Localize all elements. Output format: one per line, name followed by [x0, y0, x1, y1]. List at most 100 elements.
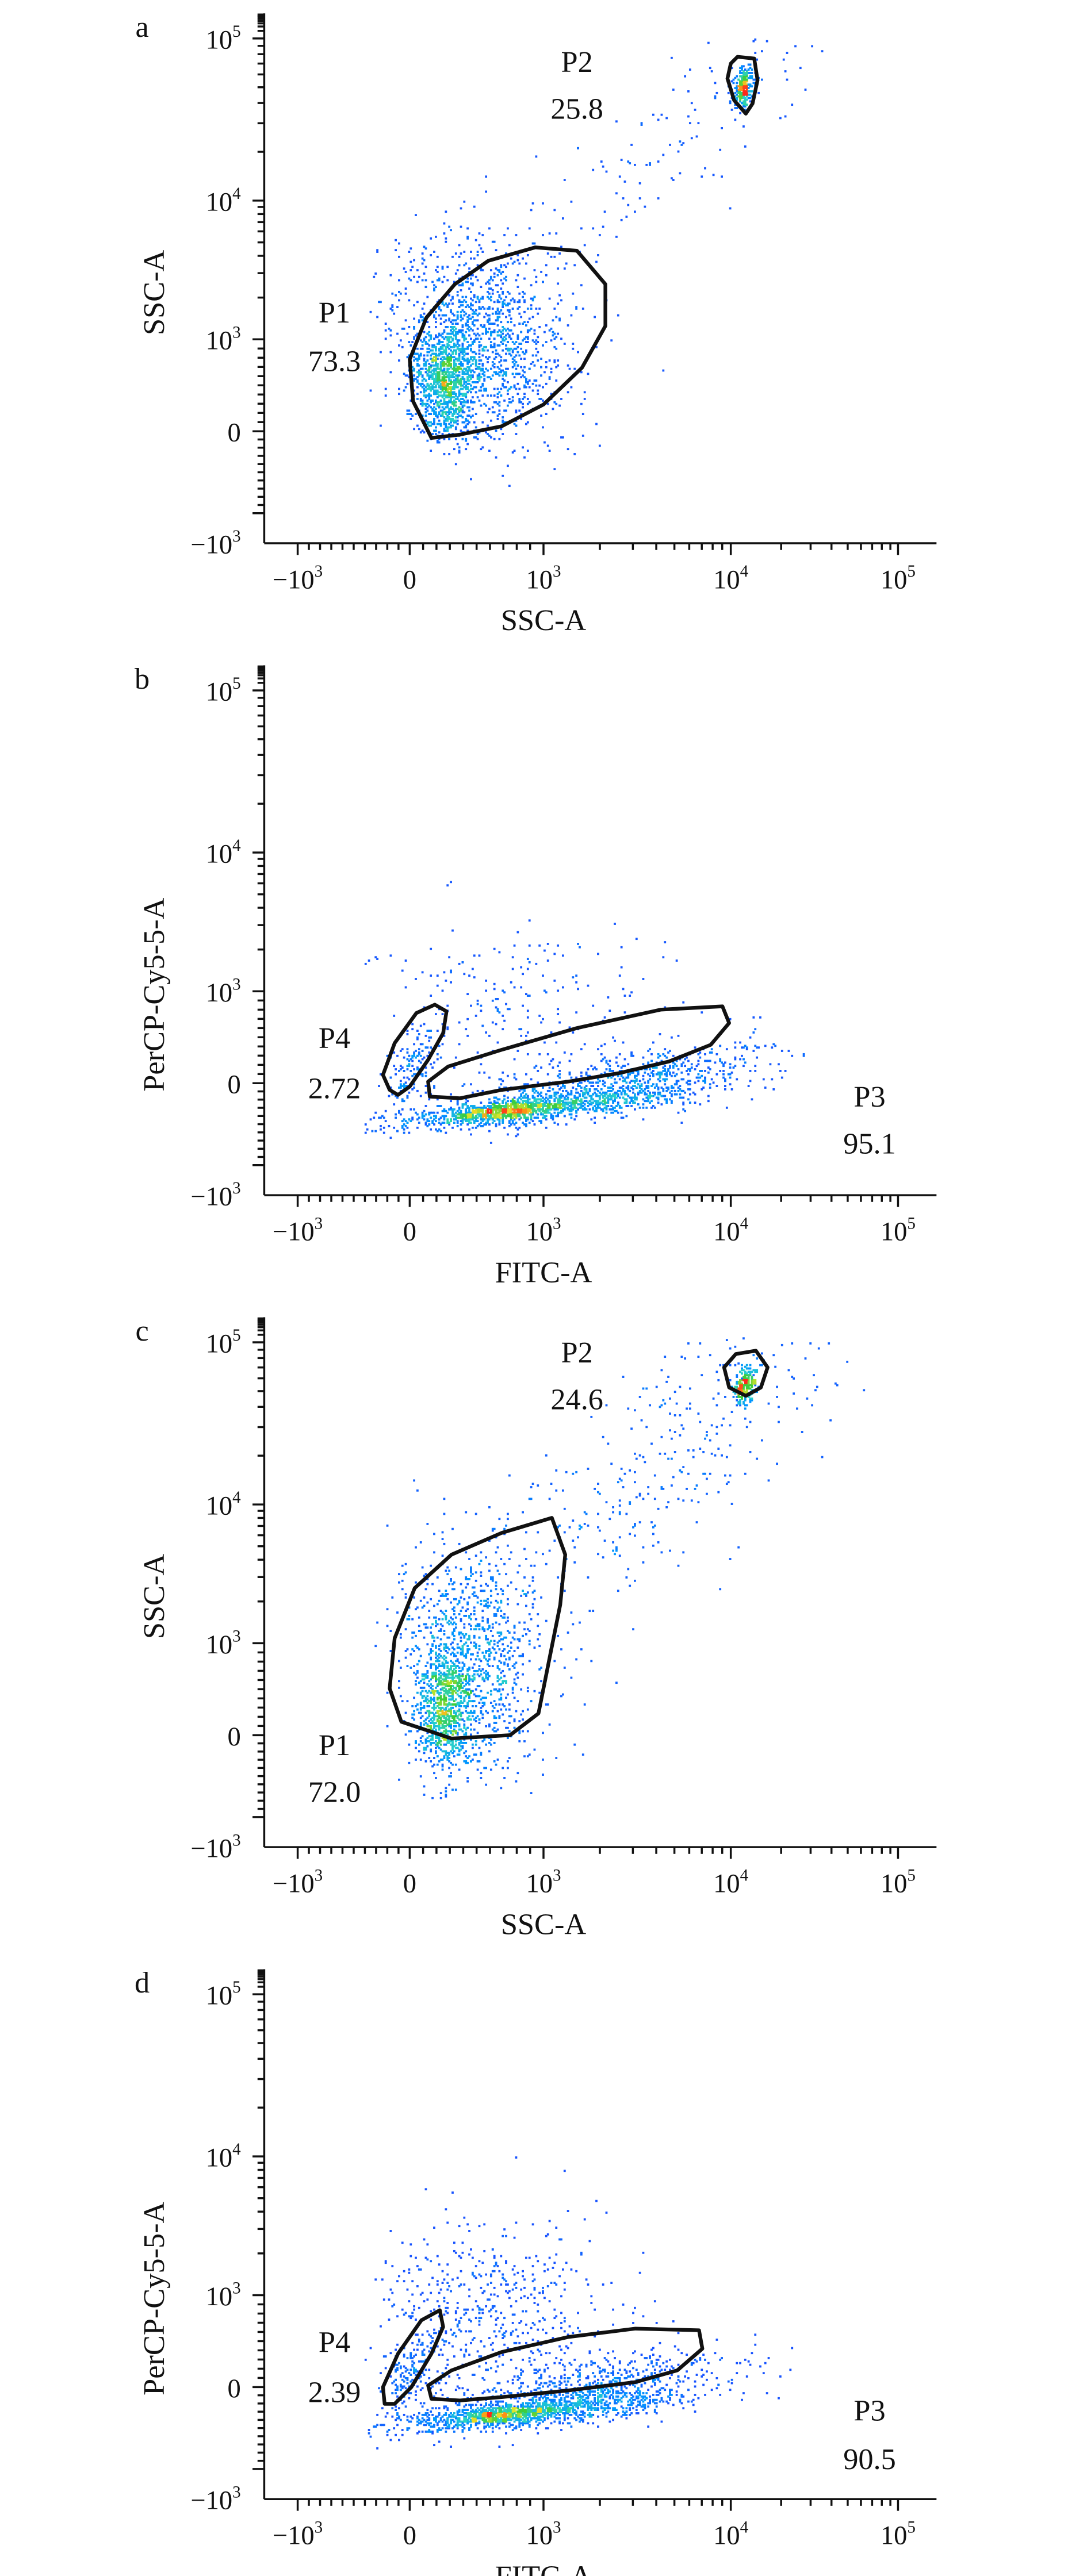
event-point — [507, 1115, 509, 1118]
event-point — [745, 1048, 748, 1051]
event-point — [742, 100, 745, 103]
event-point — [485, 1122, 488, 1124]
event-point — [701, 1074, 703, 1077]
event-point — [439, 1130, 442, 1132]
event-point — [747, 76, 750, 79]
event-point — [471, 401, 474, 404]
event-point — [480, 1101, 483, 1104]
event-point — [516, 1100, 519, 1103]
event-point — [561, 1110, 564, 1112]
event-point — [502, 1120, 504, 1123]
event-point — [453, 411, 456, 414]
event-point — [734, 103, 737, 106]
event-point — [451, 295, 454, 298]
event-point — [430, 358, 432, 360]
event-point — [428, 1098, 431, 1101]
event-point — [445, 1131, 447, 1134]
event-point — [488, 1116, 491, 1119]
event-point — [454, 351, 457, 354]
event-point — [749, 90, 752, 93]
event-point — [448, 387, 451, 390]
event-point — [465, 323, 468, 325]
event-point — [653, 1106, 656, 1109]
event-point — [618, 1089, 621, 1092]
event-point — [520, 1105, 523, 1107]
event-point — [557, 332, 560, 335]
event-point — [594, 1105, 596, 1107]
event-point — [736, 90, 738, 93]
event-point — [592, 1098, 595, 1101]
event-point — [537, 1116, 539, 1119]
event-point — [466, 319, 469, 322]
event-point — [441, 409, 444, 412]
event-point — [468, 1120, 470, 1123]
event-point — [454, 332, 457, 335]
event-point — [786, 52, 789, 54]
event-point — [443, 337, 446, 340]
event-point — [471, 341, 474, 343]
event-point — [441, 344, 444, 347]
event-point — [373, 275, 376, 278]
event-point — [489, 331, 492, 333]
event-point — [470, 1105, 472, 1107]
event-point — [749, 76, 752, 79]
event-point — [493, 411, 496, 414]
event-point — [553, 209, 556, 212]
event-point — [446, 417, 449, 420]
event-point — [516, 373, 519, 375]
event-point — [443, 386, 446, 389]
event-point — [419, 371, 422, 374]
event-point — [454, 411, 457, 414]
event-point — [510, 1108, 512, 1111]
event-point — [481, 1113, 484, 1116]
event-point — [498, 374, 501, 377]
event-point — [507, 321, 509, 324]
event-point — [470, 371, 472, 374]
event-point — [478, 232, 481, 235]
event-point — [535, 275, 538, 278]
event-point — [451, 391, 454, 394]
event-point — [468, 367, 470, 370]
event-point — [453, 421, 456, 424]
event-point — [435, 391, 437, 394]
event-point — [505, 344, 507, 347]
event-point — [659, 1091, 661, 1094]
event-point — [378, 301, 380, 304]
event-point — [454, 382, 457, 385]
event-point — [428, 386, 431, 389]
event-point — [478, 399, 481, 402]
event-point — [523, 1111, 526, 1114]
event-point — [463, 358, 466, 360]
event-point — [511, 308, 514, 310]
event-point — [456, 1124, 459, 1127]
event-point — [481, 295, 484, 298]
event-point — [744, 97, 747, 99]
event-point — [614, 1078, 616, 1081]
event-point — [741, 95, 743, 98]
event-point — [439, 391, 442, 394]
event-point — [478, 334, 481, 337]
event-point — [542, 202, 544, 205]
event-point — [443, 351, 446, 354]
event-point — [476, 437, 479, 440]
event-point — [737, 90, 740, 93]
event-point — [627, 1074, 630, 1077]
event-point — [413, 317, 415, 320]
event-point — [502, 384, 504, 387]
event-point — [433, 378, 435, 380]
event-point — [470, 358, 472, 360]
event-point — [496, 312, 499, 315]
event-point — [498, 1106, 501, 1109]
event-point — [516, 286, 519, 289]
event-point — [446, 326, 449, 328]
event-point — [515, 341, 518, 343]
event-point — [741, 82, 743, 85]
event-point — [535, 1116, 538, 1119]
event-point — [491, 331, 494, 333]
event-point — [468, 421, 470, 424]
event-point — [546, 1098, 549, 1101]
event-point — [732, 82, 735, 85]
event-point — [473, 401, 476, 404]
event-point — [458, 393, 461, 396]
event-point — [403, 389, 405, 392]
